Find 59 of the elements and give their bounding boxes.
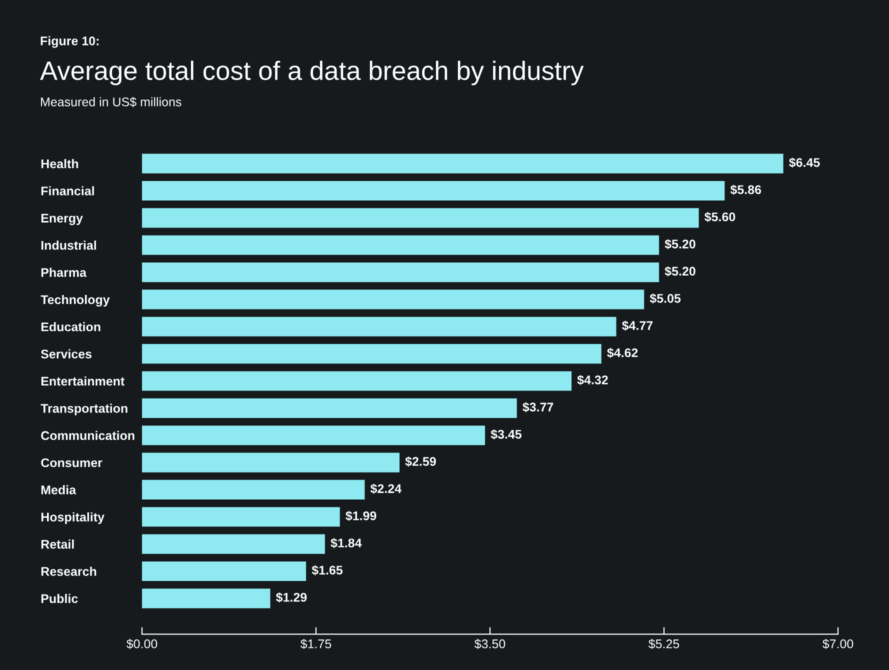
- bar: [142, 398, 517, 418]
- bar: [142, 371, 572, 391]
- data-label: $1.65: [312, 565, 343, 576]
- y-tick-label: Technology: [40, 294, 110, 307]
- y-tick-label: Retail: [41, 540, 74, 549]
- data-label: $5.05: [650, 293, 681, 304]
- bar: [142, 208, 699, 228]
- data-label: $1.99: [346, 510, 376, 522]
- bar: [142, 534, 325, 554]
- y-tick-label: Media: [41, 485, 76, 494]
- y-tick-label: Hospitality: [41, 512, 104, 524]
- bar: [142, 426, 486, 446]
- bar: [142, 452, 400, 472]
- bar: [142, 561, 306, 582]
- data-label: $6.45: [789, 158, 820, 168]
- y-tick-label: Services: [40, 349, 92, 358]
- bar: [142, 588, 270, 608]
- bar: [142, 316, 616, 336]
- x-tick-label: $7.00: [822, 638, 854, 650]
- y-tick-label: Research: [41, 566, 96, 576]
- data-label: $5.20: [664, 266, 696, 276]
- data-label: $5.20: [664, 239, 696, 250]
- bar: [142, 235, 660, 255]
- data-label: $4.62: [607, 348, 638, 358]
- y-tick-label: Consumer: [41, 458, 102, 468]
- data-label: $1.29: [276, 592, 307, 603]
- bar: [142, 262, 660, 282]
- data-label: $3.45: [490, 429, 522, 440]
- bar: [142, 290, 644, 310]
- bar: [142, 344, 602, 364]
- y-tick-label: Transportation: [40, 404, 128, 416]
- y-tick-label: Industrial: [41, 240, 96, 250]
- data-label: $2.59: [405, 456, 436, 467]
- y-tick-label: Energy: [41, 214, 83, 226]
- y-tick-label: Public: [41, 594, 78, 604]
- y-tick-label: Pharma: [41, 268, 87, 277]
- data-label: $4.32: [577, 374, 608, 386]
- data-label: $1.84: [330, 538, 362, 548]
- bar: [142, 507, 340, 527]
- data-label: $2.24: [370, 484, 402, 494]
- data-label: $3.77: [522, 402, 554, 412]
- bar: [142, 154, 784, 174]
- bar: [142, 480, 365, 500]
- chart-title: Average total cost of a data breach by industry: [40, 60, 584, 86]
- data-label: $5.86: [730, 184, 762, 195]
- y-tick-label: Entertainment: [41, 376, 124, 386]
- x-tick-label: $5.25: [648, 638, 680, 650]
- bar: [142, 180, 725, 201]
- y-tick-label: Communication: [41, 430, 134, 440]
- x-tick-label: $1.75: [300, 638, 332, 650]
- data-label: $5.60: [704, 212, 736, 222]
- caption: Figure 10:: [40, 36, 99, 48]
- y-tick-label: Health: [41, 159, 78, 168]
- chart-subtitle: Measured in US$ millions: [41, 96, 182, 108]
- data-label: $4.77: [622, 320, 653, 331]
- y-tick-label: Financial: [41, 186, 94, 196]
- y-tick-label: Education: [41, 322, 100, 332]
- x-tick-label: $3.50: [474, 638, 506, 650]
- x-tick-label: $0.00: [126, 638, 158, 650]
